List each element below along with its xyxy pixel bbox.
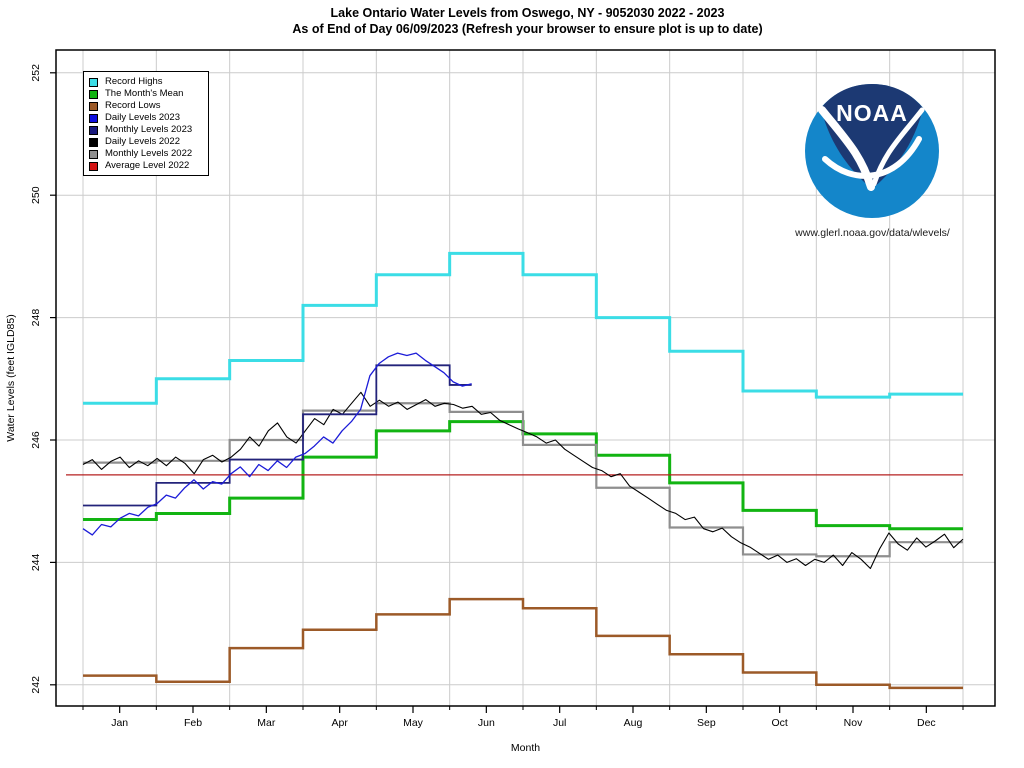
x-tick-label: Jan: [111, 717, 128, 729]
plot-border: [55, 49, 996, 707]
x-tick-label: Aug: [624, 717, 643, 729]
x-tick-label: Apr: [331, 717, 348, 729]
noaa-url: www.glerl.noaa.gov/data/wlevels/: [795, 227, 950, 239]
series-record-highs: [83, 251, 963, 405]
legend-swatch: [89, 77, 98, 87]
legend-label: Record Lows: [105, 100, 161, 111]
chart-subtitle: As of End of Day 06/09/2023 (Refresh you…: [292, 22, 763, 36]
x-tick-label: Jul: [553, 717, 566, 729]
legend-swatch: [89, 161, 98, 171]
x-tick-label: Jun: [478, 717, 495, 729]
legend-item: Daily Levels 2022: [89, 136, 204, 148]
seagull-body-swoosh-icon: [822, 136, 922, 179]
legend-swatch: [89, 149, 98, 159]
noaa-logo: NOAA: [795, 79, 950, 244]
x-axis-title: Month: [511, 742, 540, 754]
legend-item: Record Lows: [89, 100, 204, 112]
legend-item: Monthly Levels 2022: [89, 148, 204, 160]
legend-item: Average Level 2022: [89, 160, 204, 172]
y-tick-label: 250: [30, 186, 42, 204]
series-record-lows: [83, 597, 963, 690]
x-tick-label: Sep: [697, 717, 716, 729]
legend-label: Average Level 2022: [105, 160, 190, 171]
chart-legend: Record Highs The Month's Mean Record Lows D…: [83, 71, 209, 176]
noaa-logo-dark-wing: [821, 84, 923, 189]
legend-label: Monthly Levels 2022: [105, 148, 193, 159]
legend-swatch: [89, 125, 98, 135]
legend-label: Daily Levels 2023: [105, 112, 180, 123]
legend-swatch: [89, 101, 98, 111]
legend-label: Record Highs: [105, 76, 163, 87]
y-tick-label: 252: [30, 64, 42, 82]
legend-item: The Month's Mean: [89, 88, 204, 100]
x-tick-label: Dec: [917, 717, 936, 729]
legend-swatch: [89, 113, 98, 123]
y-tick-label: 242: [30, 676, 42, 694]
legend-label: Daily Levels 2022: [105, 136, 180, 147]
legend-item: Daily Levels 2023: [89, 112, 204, 124]
series-monthly-levels-2023: [83, 364, 472, 507]
y-tick-label: 246: [30, 431, 42, 449]
x-tick-label: May: [403, 717, 424, 729]
legend-label: The Month's Mean: [105, 88, 184, 99]
series-monthly-levels-2022: [83, 402, 963, 558]
x-tick-label: Mar: [257, 717, 276, 729]
series-daily-levels-2022: [82, 391, 964, 570]
x-tick-label: Feb: [184, 717, 202, 729]
legend-swatch: [89, 137, 98, 147]
x-tick-label: Nov: [844, 717, 863, 729]
y-tick-label: 248: [30, 309, 42, 327]
noaa-logo-text: NOAA: [836, 100, 908, 126]
legend-label: Monthly Levels 2023: [105, 124, 193, 135]
legend-swatch: [89, 89, 98, 99]
legend-item: Record Highs: [89, 76, 204, 88]
chart-title: Lake Ontario Water Levels from Oswego, N…: [330, 6, 725, 20]
y-tick-label: 244: [30, 553, 42, 571]
x-tick-label: Oct: [771, 717, 787, 729]
series-daily-levels-2023: [82, 352, 472, 536]
legend-item: Monthly Levels 2023: [89, 124, 204, 136]
y-axis-title: Water Levels (feet IGLD85): [5, 314, 17, 441]
